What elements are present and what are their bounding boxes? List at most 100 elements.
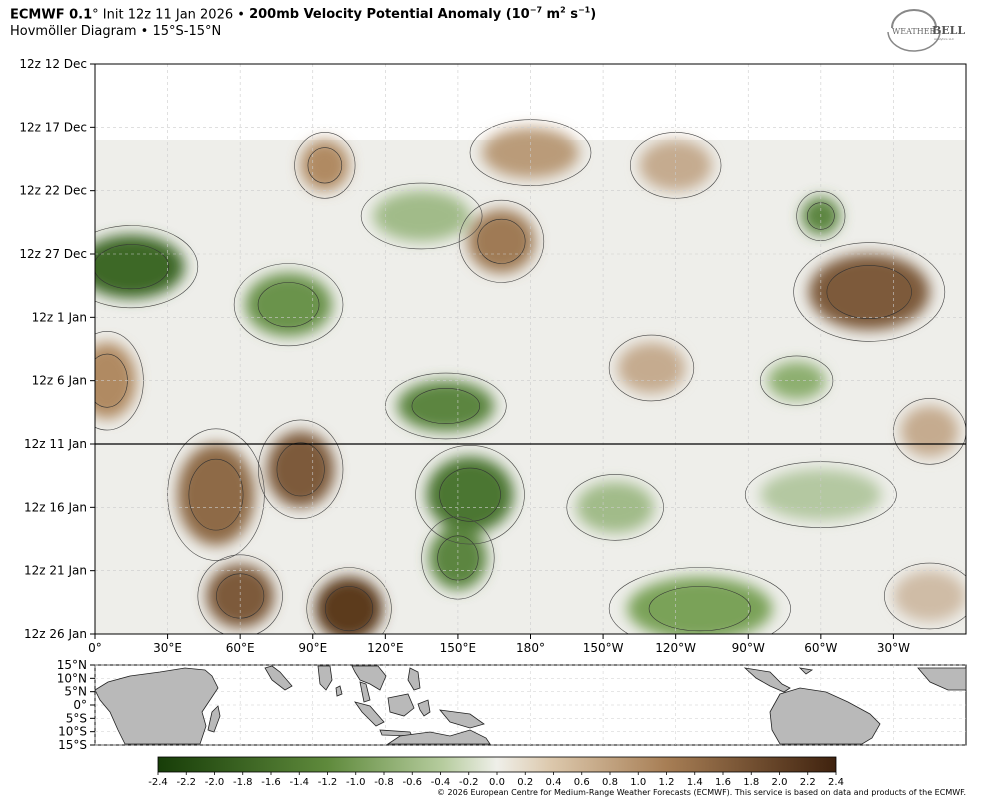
south-america [769, 687, 881, 745]
y-tick-label: 12z 22 Dec [19, 184, 87, 198]
y-tick-label: 12z 1 Jan [32, 310, 87, 324]
title-init: ° Init 12z 11 Jan 2026 • [92, 7, 245, 23]
map-lat-label: 0° [73, 698, 87, 712]
colorbar-tick-label: 0.6 [574, 777, 590, 788]
x-tick-label: 0° [88, 641, 102, 655]
colorbar-tick-label: 0.4 [546, 777, 562, 788]
contour-line [188, 458, 244, 531]
y-tick-label: 12z 27 Dec [19, 247, 87, 261]
colorbar-tick-label: -2.0 [205, 777, 225, 788]
anomaly-blob [576, 482, 654, 533]
colorbar-tick-label: -0.8 [374, 777, 394, 788]
map-lat-labels: 15°N10°N5°N0°5°S10°S15°S [57, 658, 95, 752]
contour-line [307, 147, 343, 184]
x-axis-ticks: 0° 30°E 60°E 90°E 120°E 150°E 180° 150°W 120°W 90… [88, 634, 910, 655]
anomaly-blob [95, 235, 185, 299]
contour-line [325, 586, 374, 632]
contour-line [257, 282, 320, 328]
x-tick-label: 120°W [655, 641, 696, 655]
colorbar-tick-label: -1.4 [289, 777, 309, 788]
madagascar [207, 705, 221, 733]
anomaly-blob [627, 577, 773, 634]
title-model: ECMWF 0.1 [10, 7, 93, 23]
colorbar-tick-label: 2.4 [828, 777, 844, 788]
colorbar-tick-label: -2.4 [148, 777, 168, 788]
colorbar: -2.4 -2.2 -2.0 -1.8 -1.6 -1.4 -1.2 -1.0 -0.8 -0.6… [148, 756, 844, 788]
contour-line [415, 444, 525, 545]
colorbar-tick-label: 1.6 [715, 777, 731, 788]
colorbar-tick-label: 0.8 [602, 777, 618, 788]
y-tick-label: 12z 17 Dec [19, 120, 87, 134]
colorbar-tick-label: -0.6 [402, 777, 422, 788]
arabia-tip [264, 665, 293, 691]
y-tick-label: 12z 26 Jan [24, 627, 87, 641]
y-tick-label: 12z 16 Jan [24, 500, 87, 514]
x-tick-label: 150°E [440, 641, 477, 655]
central-america [743, 667, 791, 693]
x-tick-label: 60°E [226, 641, 255, 655]
colorbar-tick-label: 2.0 [772, 777, 788, 788]
contour-line [884, 562, 966, 630]
colorbar-tick-label: 1.0 [630, 777, 646, 788]
sri-lanka [335, 685, 343, 697]
contour-line [826, 265, 912, 319]
map-lat-label: 15°N [57, 658, 87, 672]
colorbar-tick-label: -1.2 [318, 777, 338, 788]
borneo [387, 693, 415, 717]
contour-line [458, 199, 545, 283]
contour-line [233, 263, 344, 347]
colorbar-ramp [157, 756, 837, 773]
sumatra [354, 701, 385, 727]
philippines [407, 667, 421, 691]
x-tick-label: 180° [516, 641, 545, 655]
anomaly-blob [900, 406, 959, 457]
map-lat-label: 5°N [64, 685, 87, 699]
location-map: 15°N10°N5°N0°5°S10°S15°S [57, 658, 967, 752]
svg-text:Analytics LLC: Analytics LLC [934, 37, 954, 41]
contour-line [648, 586, 751, 632]
colorbar-tick-label: 1.4 [687, 777, 703, 788]
map-lat-label: 10°S [58, 725, 87, 739]
indochina [351, 665, 387, 691]
y-tick-label: 12z 21 Jan [24, 564, 87, 578]
chart-subtitle: Hovmöller Diagram • 15°S-15°N [10, 24, 222, 39]
y-tick-label: 12z 12 Dec [19, 57, 87, 71]
anomaly-blob [373, 190, 471, 242]
x-tick-label: 90°W [732, 641, 765, 655]
colorbar-tick-label: 1.2 [659, 777, 675, 788]
contour-line [477, 218, 526, 264]
chart-title: ECMWF 0.1° Init 12z 11 Jan 2026 • 200mb … [10, 6, 596, 22]
contour-line [276, 442, 325, 497]
contour-line [760, 355, 834, 406]
anomaly-blob [767, 361, 826, 400]
colorbar-tick-label: 2.2 [800, 777, 816, 788]
anomaly-blob [617, 342, 686, 394]
new-guinea [439, 709, 485, 729]
anomaly-blob [893, 570, 966, 622]
contour-line [294, 132, 356, 199]
weatherbell-logo: WEATHER BELL Analytics LLC [887, 9, 965, 52]
malay-peninsula [359, 681, 371, 703]
svg-text:WEATHER: WEATHER [892, 27, 937, 36]
x-tick-label: 60°W [804, 641, 837, 655]
x-tick-label: 30°E [153, 641, 182, 655]
colorbar-ticks: -2.4 -2.2 -2.0 -1.8 -1.6 -1.4 -1.2 -1.0 -0.8 -0.6… [148, 772, 844, 788]
y-axis-ticks: 12z 12 Dec 12z 17 Dec 12z 22 Dec 12z 27 Dec… [19, 57, 95, 641]
colorbar-tick-label: -2.2 [176, 777, 196, 788]
map-lat-label: 10°N [57, 671, 87, 685]
anomaly-blob [639, 140, 712, 191]
svg-text:BELL: BELL [932, 24, 965, 37]
x-tick-label: 90°E [298, 641, 327, 655]
contour-line [608, 334, 695, 402]
map-lat-label: 5°S [66, 711, 87, 725]
contour-line [608, 567, 791, 634]
x-tick-label: 150°W [583, 641, 624, 655]
india-tip [317, 665, 333, 691]
contour-line [197, 554, 283, 634]
anomaly-blob [808, 254, 930, 330]
colorbar-tick-label: 1.8 [743, 777, 759, 788]
title-field: 200mb Velocity Potential Anomaly (10−7 m… [249, 6, 597, 23]
caribbean [798, 667, 814, 675]
anomaly-blob [315, 577, 383, 634]
